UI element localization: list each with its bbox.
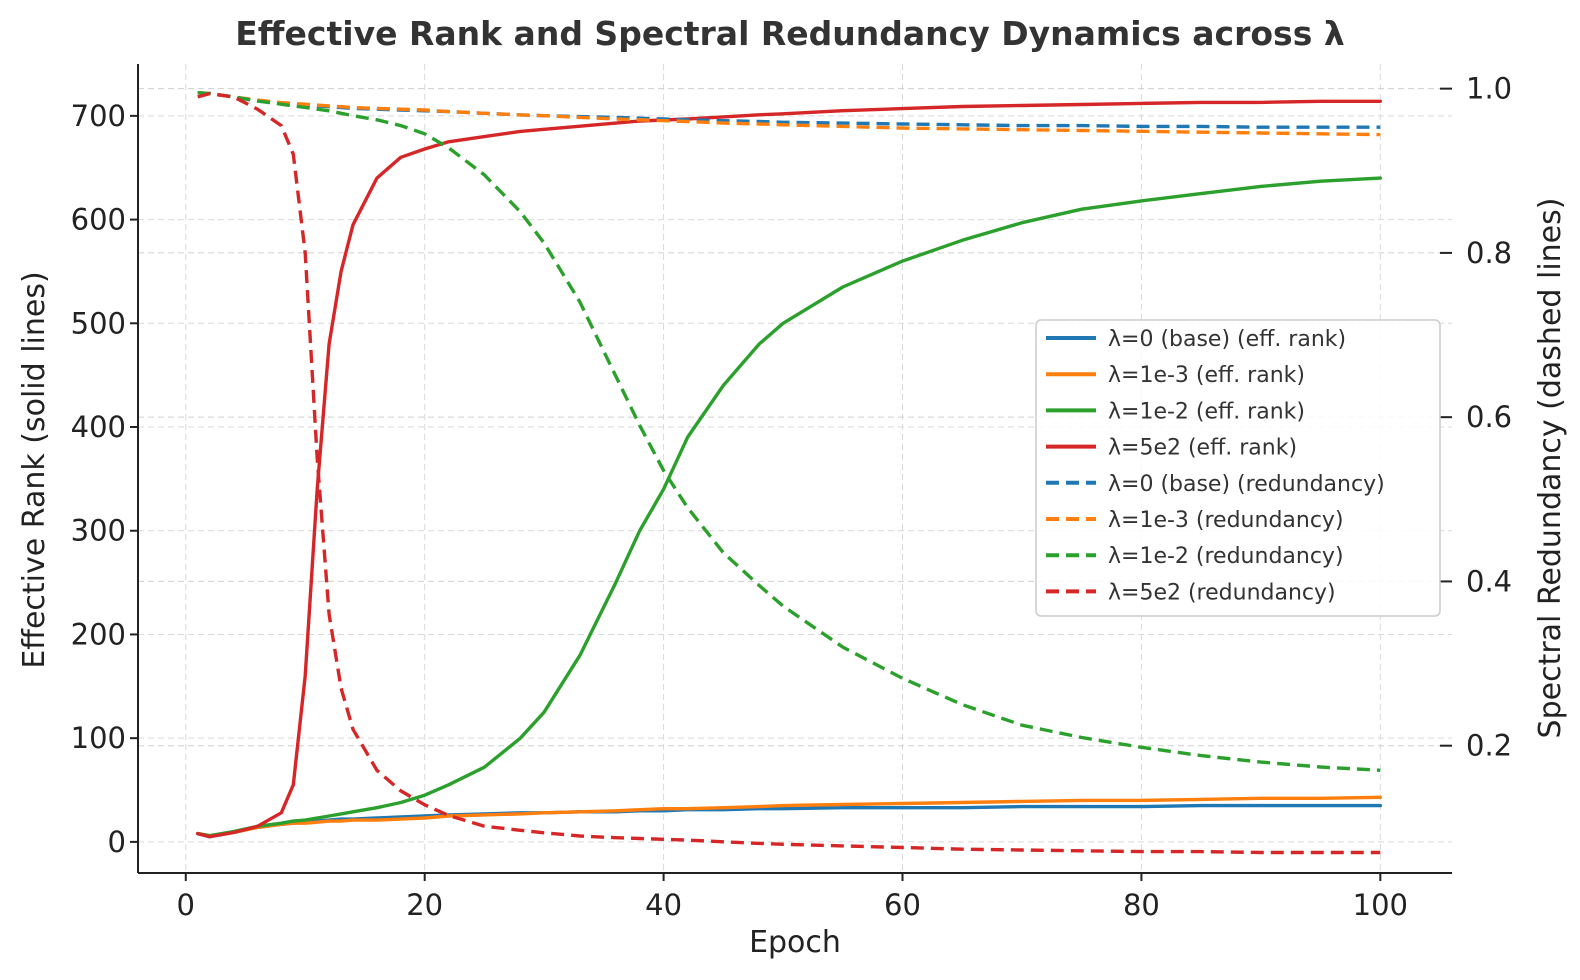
x-tick-label: 100 bbox=[1353, 888, 1408, 922]
x-tick-label: 80 bbox=[1123, 888, 1160, 922]
x-tick-label: 40 bbox=[645, 888, 682, 922]
x-tick-label: 20 bbox=[406, 888, 443, 922]
y-left-tick-label: 100 bbox=[71, 721, 126, 755]
y-axis-right-label: Spectral Redundancy (dashed lines) bbox=[1533, 198, 1568, 739]
y-right-tick-label: 0.2 bbox=[1466, 729, 1512, 763]
series-line-5e2-redundancy bbox=[197, 91, 1381, 855]
y-left-tick-label: 300 bbox=[71, 514, 126, 548]
legend: λ=0 (base) (eff. rank) λ=1e-3 (eff. rank)… bbox=[1035, 319, 1441, 617]
ticks: 0 20 40 60 80 100 0 100 200 300 400 500 600 700 0.2 0.4… bbox=[71, 72, 1512, 922]
plot-lines bbox=[195, 91, 1383, 855]
y-axis-left-label: Effective Rank (solid lines) bbox=[17, 271, 52, 668]
x-tick-label: 60 bbox=[884, 888, 921, 922]
series-line-0-base-redundancy bbox=[197, 91, 1381, 129]
x-axis-label: Epoch bbox=[749, 925, 841, 960]
legend-box bbox=[1035, 319, 1441, 617]
y-left-tick-label: 700 bbox=[71, 99, 126, 133]
legend-label: λ=1e-2 (eff. rank) bbox=[1108, 399, 1305, 424]
legend-label: λ=5e2 (redundancy) bbox=[1108, 580, 1336, 605]
legend-label: λ=1e-3 (redundancy) bbox=[1108, 508, 1344, 533]
series-line-1e-3-redundancy bbox=[197, 91, 1381, 137]
y-left-tick-label: 0 bbox=[108, 825, 126, 859]
legend-label: λ=1e-2 (redundancy) bbox=[1108, 544, 1344, 569]
legend-label: λ=1e-3 (eff. rank) bbox=[1108, 363, 1305, 388]
y-right-tick-label: 0.4 bbox=[1466, 564, 1512, 598]
legend-label: λ=5e2 (eff. rank) bbox=[1108, 436, 1297, 461]
y-left-tick-label: 200 bbox=[71, 617, 126, 651]
y-right-tick-label: 0.8 bbox=[1466, 236, 1512, 270]
series-line-1e-2-redundancy bbox=[197, 91, 1381, 772]
series-line-5e2-eff-rank bbox=[195, 99, 1383, 839]
y-left-tick-label: 400 bbox=[71, 410, 126, 444]
series-line-1e-2-eff-rank bbox=[195, 176, 1383, 838]
legend-label: λ=0 (base) (eff. rank) bbox=[1108, 327, 1346, 352]
legend-label: λ=0 (base) (redundancy) bbox=[1108, 472, 1385, 497]
y-left-tick-label: 600 bbox=[71, 203, 126, 237]
y-left-tick-label: 500 bbox=[71, 306, 126, 340]
chart-title: Effective Rank and Spectral Redundancy D… bbox=[235, 14, 1344, 53]
x-tick-label: 0 bbox=[177, 888, 195, 922]
y-right-tick-label: 1.0 bbox=[1466, 72, 1512, 106]
y-right-tick-label: 0.6 bbox=[1466, 400, 1512, 434]
series-line-1e-3-eff-rank bbox=[195, 795, 1383, 838]
